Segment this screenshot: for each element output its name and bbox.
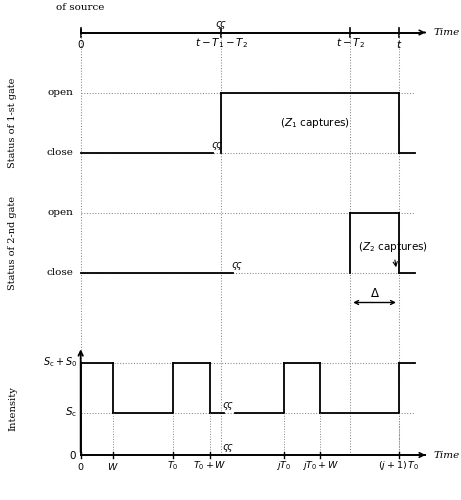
Text: $(Z_1\ \mathrm{captures})$: $(Z_1\ \mathrm{captures})$ (280, 116, 349, 130)
Text: $\varsigma\!\varsigma$: $\varsigma\!\varsigma$ (214, 19, 226, 31)
Text: $\Delta$: $\Delta$ (370, 287, 379, 300)
Text: $t - T_2$: $t - T_2$ (336, 36, 365, 51)
Text: Time: Time (433, 450, 460, 460)
Text: $T_0 + W$: $T_0 + W$ (193, 460, 226, 472)
Text: $0$: $0$ (69, 449, 77, 461)
Text: $(j+1)\,T_0$: $(j+1)\,T_0$ (378, 460, 419, 472)
Text: Status of 2-nd gate: Status of 2-nd gate (8, 196, 18, 290)
Text: $T_0$: $T_0$ (167, 460, 179, 472)
Text: $W$: $W$ (107, 460, 119, 471)
Text: $0$: $0$ (77, 460, 84, 471)
Text: $jT_0 + W$: $jT_0 + W$ (301, 460, 339, 472)
Text: Introduction
of source: Introduction of source (48, 0, 113, 12)
Text: $\varsigma\!\varsigma$: $\varsigma\!\varsigma$ (222, 400, 234, 411)
Text: close: close (47, 148, 74, 157)
Text: $\varsigma\!\varsigma$: $\varsigma\!\varsigma$ (222, 442, 234, 454)
Text: $t$: $t$ (396, 38, 402, 50)
Text: $S_{\rm c}+S_0$: $S_{\rm c}+S_0$ (43, 356, 77, 370)
Text: close: close (47, 268, 74, 277)
Text: open: open (48, 88, 74, 97)
Text: $0$: $0$ (77, 38, 85, 50)
Text: open: open (48, 208, 74, 217)
Text: Intensity: Intensity (8, 386, 18, 431)
Text: $(Z_2\ \mathrm{captures})$: $(Z_2\ \mathrm{captures})$ (358, 240, 428, 266)
Text: $S_{\rm c}$: $S_{\rm c}$ (65, 406, 77, 419)
Text: $jT_0$: $jT_0$ (276, 460, 291, 472)
Text: Time: Time (433, 28, 460, 37)
Text: $\varsigma\!\varsigma$: $\varsigma\!\varsigma$ (211, 140, 223, 151)
Text: Status of 1-st gate: Status of 1-st gate (8, 78, 18, 168)
Text: $\varsigma\!\varsigma$: $\varsigma\!\varsigma$ (230, 260, 242, 272)
Text: $t - T_1 - T_2$: $t - T_1 - T_2$ (195, 36, 248, 51)
